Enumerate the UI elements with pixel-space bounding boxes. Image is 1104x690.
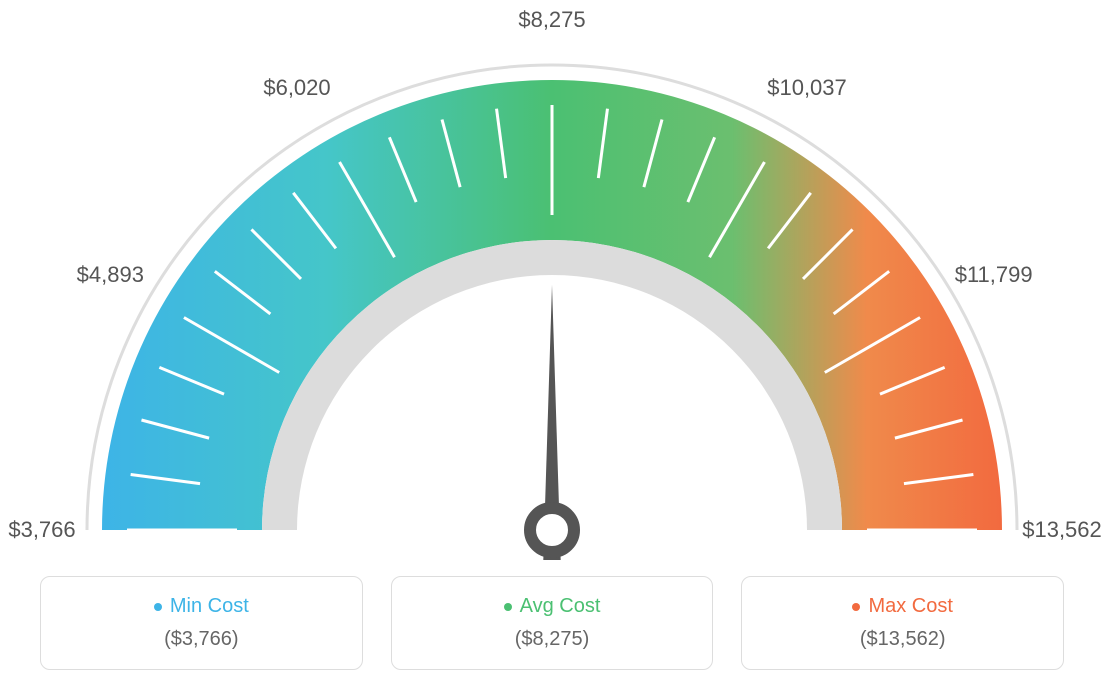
- max-cost-value: ($13,562): [752, 628, 1053, 651]
- min-cost-card: Min Cost ($3,766): [40, 576, 363, 670]
- max-cost-label: Max Cost: [868, 595, 952, 618]
- max-dot-icon: [852, 603, 860, 611]
- avg-cost-title: Avg Cost: [504, 595, 601, 618]
- cost-cards-row: Min Cost ($3,766) Avg Cost ($8,275) Max …: [40, 576, 1064, 670]
- min-cost-title: Min Cost: [154, 595, 249, 618]
- max-cost-title: Max Cost: [852, 595, 952, 618]
- min-cost-label: Min Cost: [170, 595, 249, 618]
- gauge-tick-label: $11,799: [955, 262, 1033, 288]
- gauge-tick-label: $8,275: [518, 7, 585, 33]
- min-cost-value: ($3,766): [51, 628, 352, 651]
- avg-cost-value: ($8,275): [402, 628, 703, 651]
- gauge-svg: [0, 0, 1104, 560]
- gauge-tick-label: $10,037: [767, 75, 847, 101]
- gauge-tick-label: $4,893: [77, 262, 144, 288]
- gauge-chart: $3,766 $4,893 $6,020 $8,275 $10,037 $11,799 $1…: [0, 0, 1104, 560]
- min-dot-icon: [154, 603, 162, 611]
- avg-cost-card: Avg Cost ($8,275): [391, 576, 714, 670]
- max-cost-card: Max Cost ($13,562): [741, 576, 1064, 670]
- avg-cost-label: Avg Cost: [520, 595, 601, 618]
- gauge-tick-label: $3,766: [8, 517, 75, 543]
- avg-dot-icon: [504, 603, 512, 611]
- gauge-tick-label: $13,562: [1022, 517, 1102, 543]
- gauge-tick-label: $6,020: [263, 75, 330, 101]
